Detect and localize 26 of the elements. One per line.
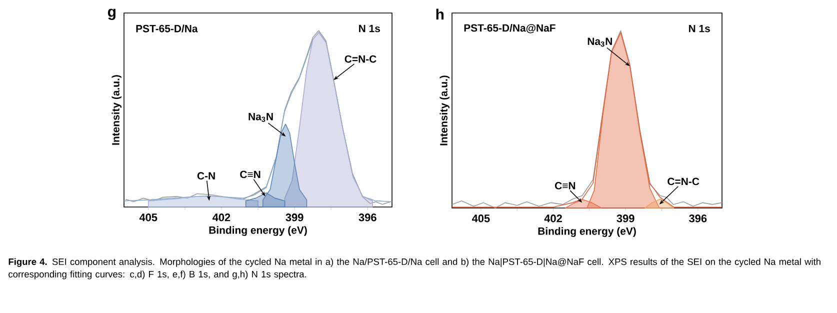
x-axis-title: Binding energy (eV) <box>209 226 307 236</box>
x-tick-label: 399 <box>286 214 304 222</box>
y-axis-title: Intensity (a.u.) <box>440 76 450 146</box>
x-tick-label: 405 <box>139 214 158 222</box>
annotation: N 1s <box>688 24 710 32</box>
annotation: C=N-C <box>344 55 376 63</box>
text: Figure 4. SEI component analysis. Morphologies of the cycled Na metal in a) the Na/PST-65-D/Na cell and b) the Na|PST-65-D|Na@NaF cell. XPS results of the SEI on the cycled Na metal with corresponding fitting curves: c,d) F 1s, e,f) B 1s, and g,h) N 1s spectra. <box>8 258 820 280</box>
y-axis-title: Intensity (a.u.) <box>112 75 122 145</box>
annotation: Na$_{3}$N <box>588 38 612 47</box>
annotation: C≡N <box>240 170 260 178</box>
x-tick-label: 405 <box>472 214 490 222</box>
x-tick-label: 396 <box>358 214 376 222</box>
annotation: C-N <box>197 172 215 180</box>
chart-title: h <box>436 8 444 20</box>
chart-title: g <box>108 8 116 20</box>
x-tick-label: 402 <box>544 214 562 222</box>
x-tick-label: 399 <box>616 214 634 222</box>
annotation: C≡N <box>555 182 576 190</box>
annotation: C=N-C <box>668 178 700 186</box>
x-tick-label: 402 <box>212 214 230 222</box>
annotation: N 1s <box>359 24 380 32</box>
x-axis-title: Binding energy (eV) <box>538 227 636 237</box>
x-tick-label: 396 <box>689 214 707 222</box>
chart-subtitle: PST-65-D/Na <box>136 24 198 32</box>
annotation: Na$_{3}$N <box>248 113 273 122</box>
chart-subtitle: PST-65-D/Na@NaF <box>464 24 556 34</box>
